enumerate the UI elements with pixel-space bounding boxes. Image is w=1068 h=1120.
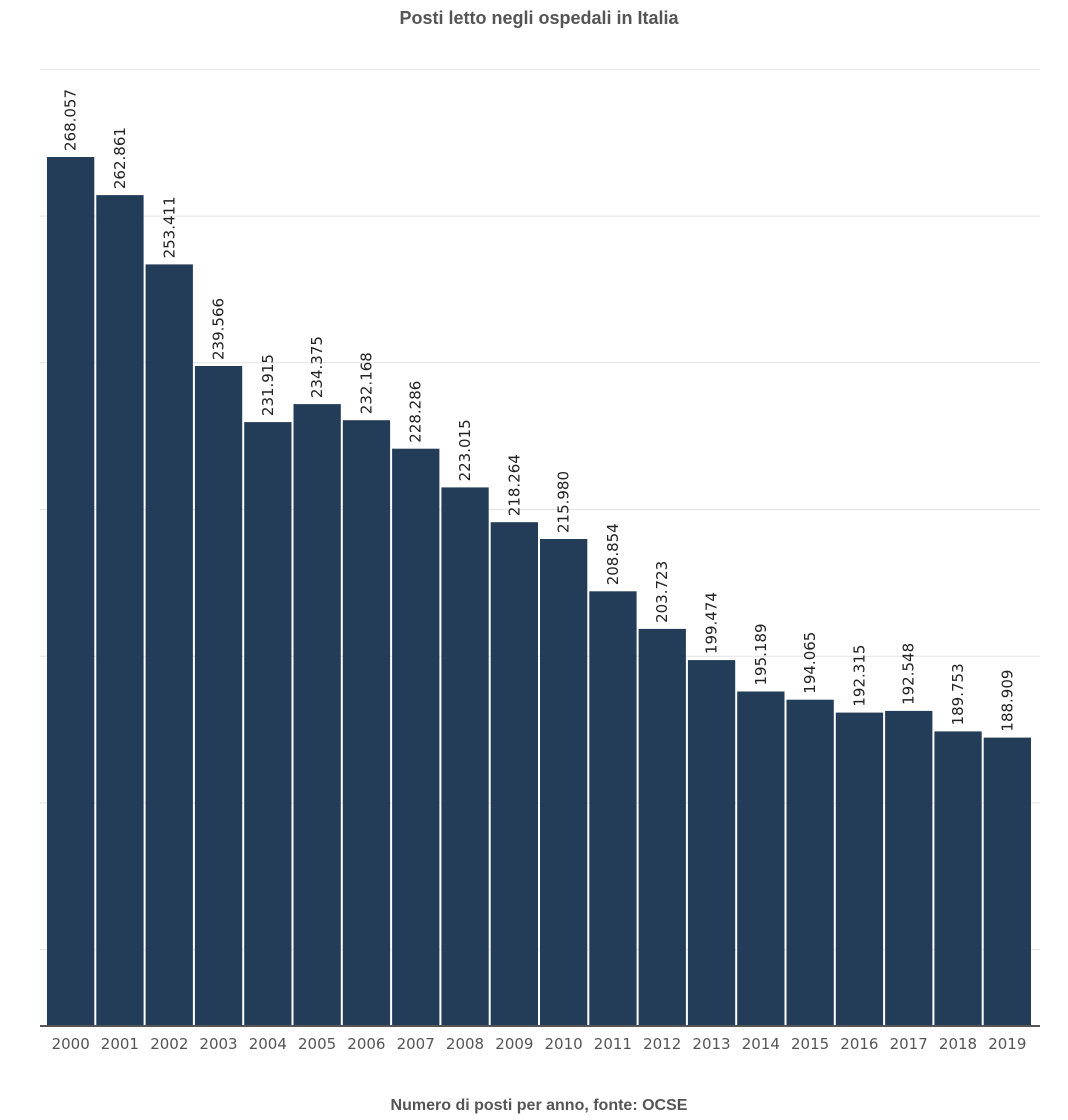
bar-2010 [540, 539, 588, 1026]
data-label-2018: 189.753 [949, 663, 967, 725]
bar-2007 [392, 448, 440, 1026]
bar-2009 [490, 522, 538, 1026]
x-tick-2008: 2008 [446, 1035, 484, 1053]
x-tick-2009: 2009 [495, 1035, 533, 1053]
data-label-2006: 232.168 [357, 352, 375, 414]
bar-2002 [145, 264, 193, 1026]
data-label-2005: 234.375 [308, 336, 326, 398]
x-tick-2013: 2013 [692, 1035, 730, 1053]
bar-2014 [737, 691, 785, 1026]
x-tick-2004: 2004 [249, 1035, 287, 1053]
x-tick-2001: 2001 [101, 1035, 139, 1053]
chart-caption: Numero di posti per anno, fonte: OCSE [390, 1097, 688, 1114]
bar-2003 [194, 366, 243, 1026]
bar-2015 [786, 699, 834, 1026]
x-tick-2018: 2018 [939, 1035, 977, 1053]
data-label-2016: 192.315 [850, 645, 868, 707]
bar-2011 [589, 591, 637, 1026]
bar-chart: 268.057 262.861 253.411 239.566 231.915 234.3… [40, 68, 1040, 1053]
x-tick-2002: 2002 [150, 1035, 188, 1053]
bar-2016 [835, 712, 884, 1026]
x-tick-2011: 2011 [594, 1035, 632, 1053]
data-label-2003: 239.566 [210, 298, 228, 360]
data-labels: 268.057 262.861 253.411 239.566 231.915 234.3… [62, 89, 1017, 732]
data-label-2004: 231.915 [259, 354, 277, 416]
bar-2017 [885, 710, 933, 1026]
data-label-2013: 199.474 [703, 592, 721, 654]
x-tick-2003: 2003 [199, 1035, 237, 1053]
bar-2000 [47, 157, 95, 1026]
data-label-2017: 192.548 [900, 643, 918, 705]
x-tick-2005: 2005 [298, 1035, 336, 1053]
data-label-2019: 188.909 [998, 670, 1016, 732]
bar-2001 [96, 195, 144, 1027]
bar-2013 [687, 660, 736, 1026]
data-label-2000: 268.057 [62, 89, 80, 151]
x-tick-2007: 2007 [397, 1035, 435, 1053]
x-tick-2012: 2012 [643, 1035, 681, 1053]
data-label-2011: 208.854 [604, 523, 622, 585]
x-tick-2016: 2016 [840, 1035, 878, 1053]
bar-2019 [983, 737, 1031, 1026]
data-label-2002: 253.411 [160, 196, 178, 258]
x-tick-2019: 2019 [988, 1035, 1026, 1053]
bars [47, 157, 1031, 1027]
x-tick-2000: 2000 [52, 1035, 90, 1053]
data-label-2007: 228.286 [407, 381, 425, 443]
x-tick-2010: 2010 [545, 1035, 583, 1053]
x-tick-2014: 2014 [742, 1035, 780, 1053]
data-label-2015: 194.065 [801, 632, 819, 694]
data-label-2001: 262.861 [111, 127, 129, 189]
x-tick-2017: 2017 [890, 1035, 928, 1053]
data-label-2008: 223.015 [456, 419, 474, 481]
data-label-2014: 195.189 [752, 623, 770, 685]
data-label-2009: 218.264 [505, 454, 523, 516]
bar-2018 [934, 731, 982, 1026]
data-label-2010: 215.980 [555, 471, 573, 533]
x-tick-2006: 2006 [347, 1035, 385, 1053]
bar-2004 [244, 422, 292, 1027]
bar-2012 [638, 628, 686, 1026]
chart-title: Posti letto negli ospedali in Italia [399, 8, 679, 28]
bar-2006 [342, 420, 391, 1026]
bar-2008 [441, 487, 489, 1026]
bar-2005 [293, 404, 341, 1027]
x-tick-2015: 2015 [791, 1035, 829, 1053]
x-axis-ticks: 2000 2001 2002 2003 2004 2005 2006 2007 2008 2009… [52, 1035, 1027, 1053]
data-label-2012: 203.723 [653, 561, 671, 623]
